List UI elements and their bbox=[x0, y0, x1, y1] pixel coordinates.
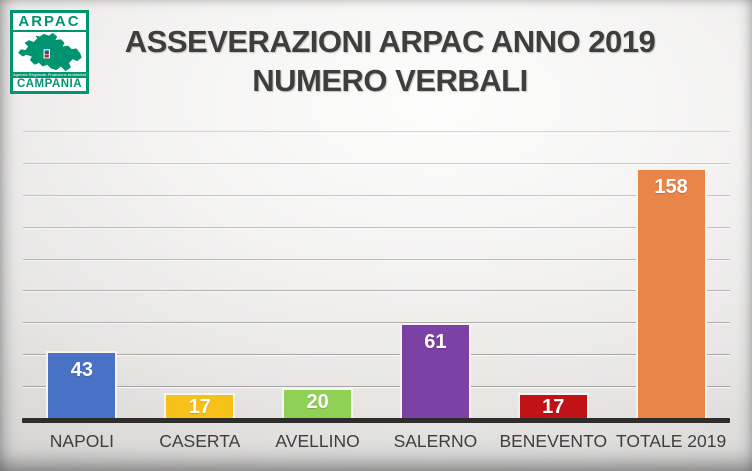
x-axis-labels: NAPOLI CASERTA AVELLINO SALERNO BENEVENTO TOT… bbox=[23, 429, 730, 453]
bar-value-label: 17 bbox=[542, 396, 565, 418]
bar-value-label: 61 bbox=[424, 331, 447, 353]
bar-value-label: 20 bbox=[306, 391, 329, 413]
bar-totale-2019: 158 bbox=[635, 168, 707, 420]
bar-salerno: 61 bbox=[399, 323, 471, 420]
bar-value-label: 43 bbox=[70, 359, 94, 381]
gridline bbox=[23, 131, 730, 133]
chart-title-line1: ASSEVERAZIONI ARPAC ANNO 2019 bbox=[124, 24, 656, 59]
chart-title: ASSEVERAZIONI ARPAC ANNO 2019 NUMERO VER… bbox=[95, 22, 685, 100]
campania-map-icon bbox=[13, 32, 86, 72]
bar-avellino: 20 bbox=[282, 388, 354, 420]
bar-value-label: 158 bbox=[654, 176, 688, 198]
chart-title-line2: NUMERO VERBALI bbox=[252, 63, 528, 98]
x-axis-label-napoli: NAPOLI bbox=[49, 431, 114, 451]
x-axis-label-caserta: CASERTA bbox=[159, 431, 241, 451]
bar-caserta: 17 bbox=[164, 393, 236, 420]
x-axis-label-salerno: SALERNO bbox=[393, 431, 478, 451]
x-axis-label-benevento: BENEVENTO bbox=[499, 431, 608, 451]
gridline bbox=[23, 258, 730, 261]
plot-area: 43 17 20 61 17 158 bbox=[22, 131, 730, 423]
bar-napoli: 43 bbox=[46, 351, 118, 420]
gridline bbox=[23, 354, 730, 357]
x-axis-line bbox=[22, 418, 730, 423]
gridline bbox=[23, 226, 730, 229]
logo-arpac-text: ARPAC bbox=[13, 13, 86, 32]
bar-benevento: 17 bbox=[517, 393, 589, 420]
x-axis-label-avellino: AVELLINO bbox=[275, 431, 360, 451]
logo-campania-text: CAMPANIA bbox=[16, 78, 83, 90]
bar-value-label: 17 bbox=[188, 396, 211, 418]
gridline bbox=[23, 322, 730, 325]
gridline bbox=[23, 290, 730, 293]
gridline bbox=[23, 386, 730, 389]
logo-agency-line: Agenzia Regionale Protezione Ambientale bbox=[13, 72, 86, 78]
x-axis-label-totale-2019: TOTALE 2019 bbox=[615, 431, 727, 451]
arpac-logo: ARPAC Agenzia Regionale Protezione Ambie… bbox=[10, 10, 89, 94]
gridline bbox=[23, 194, 730, 197]
gridline bbox=[23, 162, 730, 165]
